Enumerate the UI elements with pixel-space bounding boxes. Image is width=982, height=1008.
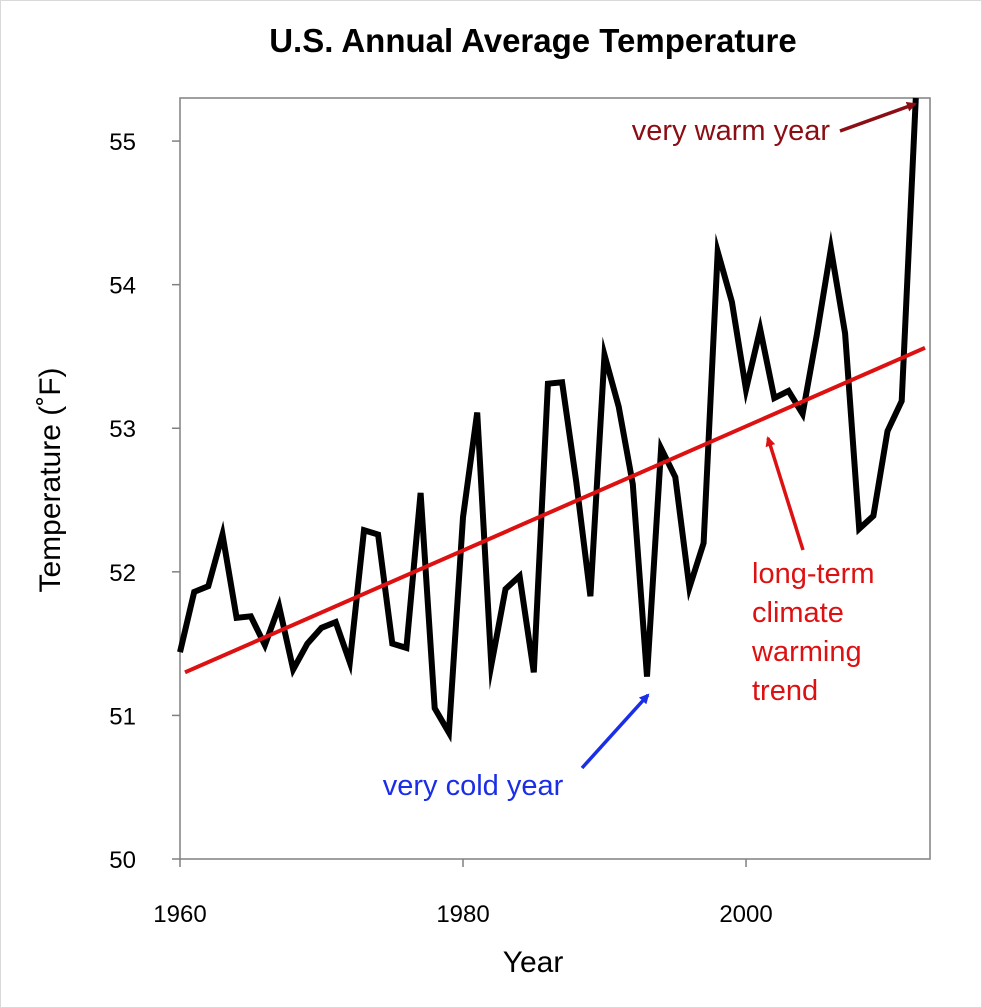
trend-label-line-3: warming: [751, 636, 862, 668]
trend-line: [184, 346, 926, 675]
arrow-very-warm-year: [839, 102, 917, 133]
y-axis-ticks: 50 51 52 53 54 55: [109, 129, 180, 874]
y-tick-label: 55: [109, 129, 136, 156]
y-tick-label: 51: [109, 703, 136, 730]
x-tick-label: 1980: [436, 901, 489, 928]
chart-title: U.S. Annual Average Temperature: [269, 22, 797, 59]
y-tick-label: 54: [109, 273, 136, 300]
y-tick-label: 50: [109, 847, 136, 874]
trend-label-line-1: long-term: [752, 558, 875, 590]
plot-area-border: [179, 97, 931, 860]
x-axis-label: Year: [503, 946, 564, 979]
y-tick-label: 52: [109, 560, 136, 587]
annotation-very-warm-year: very warm year: [632, 115, 831, 147]
series-layer: [177, 97, 926, 743]
y-axis-label: Temperature (˚F): [34, 367, 67, 592]
trend-label-line-2: climate: [752, 597, 844, 629]
x-tick-label: 1960: [153, 901, 206, 928]
trend-label-line-4: trend: [752, 675, 818, 707]
arrow-trend: [765, 436, 805, 551]
annotation-very-cold-year: very cold year: [383, 770, 564, 802]
x-axis-ticks: 1960 1980 2000: [153, 859, 773, 928]
x-tick-label: 2000: [719, 901, 772, 928]
arrow-very-cold-year: [580, 693, 650, 770]
y-tick-label: 53: [109, 416, 136, 443]
annotation-trend-label: long-term climate warming trend: [751, 558, 875, 707]
